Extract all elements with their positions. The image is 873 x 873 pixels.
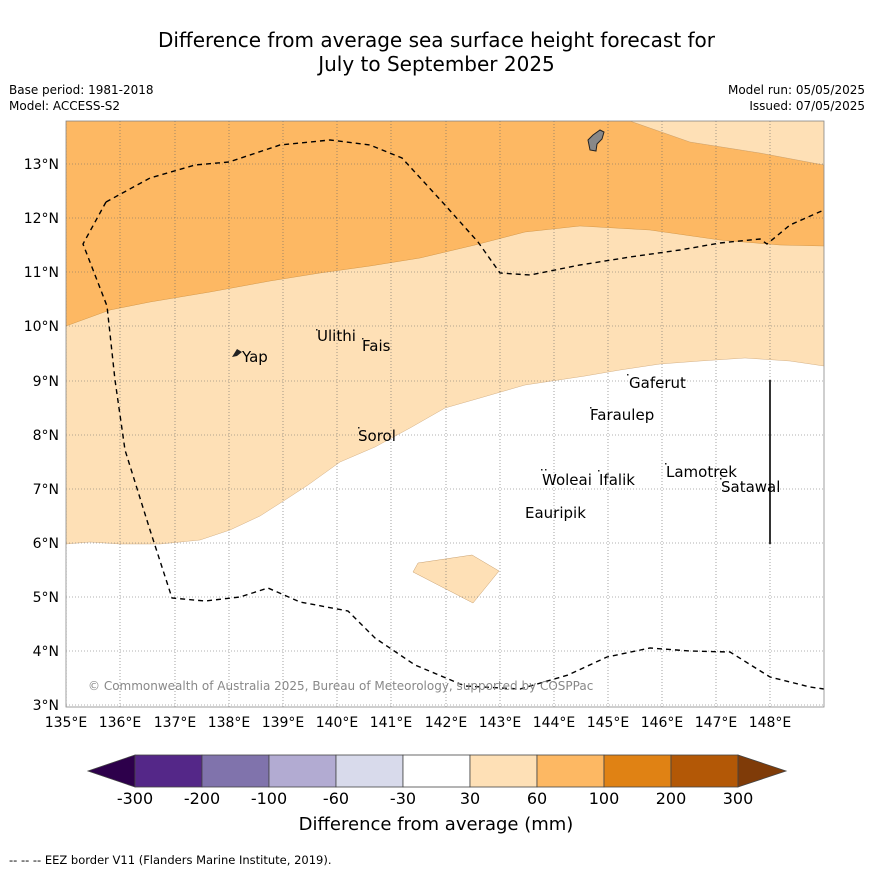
x-tick-138: 138°E <box>208 715 251 731</box>
colorbar-tick-8: 100 <box>589 789 620 808</box>
title-line-2: July to September 2025 <box>318 52 555 76</box>
place-label-faraulep: Faraulep <box>590 406 654 424</box>
x-tick-147: 147°E <box>695 715 738 731</box>
place-label-ifalik: Ifalik <box>599 471 635 489</box>
base-period: Base period: 1981-2018 <box>9 83 154 97</box>
colorbar-segment-2 <box>201 754 270 788</box>
colorbar-segment-1 <box>134 754 203 788</box>
y-tick-13: 13°N <box>24 157 59 173</box>
band-30-60mm-northeast <box>629 121 824 166</box>
x-tick-146: 146°E <box>641 715 684 731</box>
y-tick-10: 10°N <box>24 319 59 335</box>
colorbar-tick-5: -30 <box>390 789 416 808</box>
map-frame <box>65 120 825 708</box>
place-label-sorol: Sorol <box>358 427 396 445</box>
island-markers <box>316 329 722 480</box>
colorbar-segment-7 <box>536 754 605 788</box>
x-tick-143: 143°E <box>479 715 522 731</box>
colorbar-tick-7: 60 <box>527 789 547 808</box>
place-label-lamotrek: Lamotrek <box>666 463 737 481</box>
guam-island <box>587 129 605 152</box>
x-tick-141: 141°E <box>370 715 413 731</box>
metadata-right: Model run: 05/05/2025 Issued: 07/05/2025 <box>728 82 865 114</box>
chart-title: Difference from average sea surface heig… <box>0 28 873 76</box>
place-label-yap: Yap <box>241 348 268 366</box>
x-tick-135: 135°E <box>45 715 88 731</box>
colorbar-segment-6 <box>469 754 538 788</box>
y-tick-11: 11°N <box>24 265 59 281</box>
y-tick-labels: 3°N 4°N 5°N 6°N 7°N 8°N 9°N 10°N 11°N 12… <box>24 157 59 714</box>
colorbar-segment-9 <box>670 754 739 788</box>
colorbar-tick-10: 300 <box>723 789 754 808</box>
colorbar-segment-4 <box>335 754 404 788</box>
place-label-gaferut: Gaferut <box>629 374 686 392</box>
colorbar-tick-3: -100 <box>251 789 287 808</box>
model-run: Model run: 05/05/2025 <box>727 83 865 97</box>
colorbar-label: Difference from average (mm) <box>299 814 574 835</box>
y-tick-9: 9°N <box>33 374 59 390</box>
place-label-ulithi: Ulithi <box>317 327 356 345</box>
eez-border <box>82 201 824 690</box>
x-tick-142: 142°E <box>425 715 468 731</box>
title-line-1: Difference from average sea surface heig… <box>157 28 716 52</box>
x-tick-148: 148°E <box>749 715 792 731</box>
place-label-satawal: Satawal <box>721 478 780 496</box>
y-tick-6: 6°N <box>33 536 59 552</box>
eez-footnote: -- -- -- EEZ border V11 (Flanders Marine… <box>9 853 332 867</box>
x-tick-labels: 135°E 136°E 137°E 138°E 139°E 140°E 141°… <box>45 715 792 731</box>
y-tick-7: 7°N <box>33 482 59 498</box>
colorbar-segment-8 <box>603 754 672 788</box>
x-tick-137: 137°E <box>154 715 197 731</box>
y-tick-8: 8°N <box>33 428 59 444</box>
y-tick-3: 3°N <box>33 698 59 714</box>
x-tick-144: 144°E <box>533 715 576 731</box>
y-tick-4: 4°N <box>33 644 59 660</box>
y-tick-12: 12°N <box>24 211 59 227</box>
gridlines <box>66 121 824 707</box>
issued-date: Issued: 07/05/2025 <box>749 99 865 113</box>
model-name: Model: ACCESS-S2 <box>9 99 121 113</box>
colorbar <box>86 754 788 788</box>
colorbar-extend-high <box>737 754 788 788</box>
place-label-eauripik: Eauripik <box>525 504 586 522</box>
place-label-fais: Fais <box>362 337 391 355</box>
band-30-60mm-patch <box>412 554 500 604</box>
colorbar-extend-low <box>86 754 136 788</box>
x-tick-136: 136°E <box>99 715 142 731</box>
eez-border-north <box>105 139 824 276</box>
map-area: Yap Ulithi Fais Sorol Gaferut Faraulep W… <box>66 121 824 707</box>
colorbar-segment-3 <box>268 754 337 788</box>
colorbar-tick-1: -300 <box>117 789 153 808</box>
colorbar-tick-9: 200 <box>656 789 687 808</box>
colorbar-tick-6: 30 <box>460 789 480 808</box>
place-label-woleai: Woleai <box>542 471 592 489</box>
y-tick-5: 5°N <box>33 590 59 606</box>
x-tick-145: 145°E <box>587 715 630 731</box>
colorbar-segment-5 <box>402 754 471 788</box>
colorbar-tick-4: -60 <box>323 789 349 808</box>
colorbar-tick-2: -200 <box>184 789 220 808</box>
x-tick-139: 139°E <box>262 715 305 731</box>
metadata-left: Base period: 1981-2018 Model: ACCESS-S2 <box>9 82 154 114</box>
x-tick-140: 140°E <box>316 715 359 731</box>
yap-island <box>232 349 242 357</box>
copyright-notice: © Commonwealth of Australia 2025, Bureau… <box>88 679 593 693</box>
colorbar-tick-labels: -300 -200 -100 -60 -30 30 60 100 200 300 <box>117 789 753 808</box>
